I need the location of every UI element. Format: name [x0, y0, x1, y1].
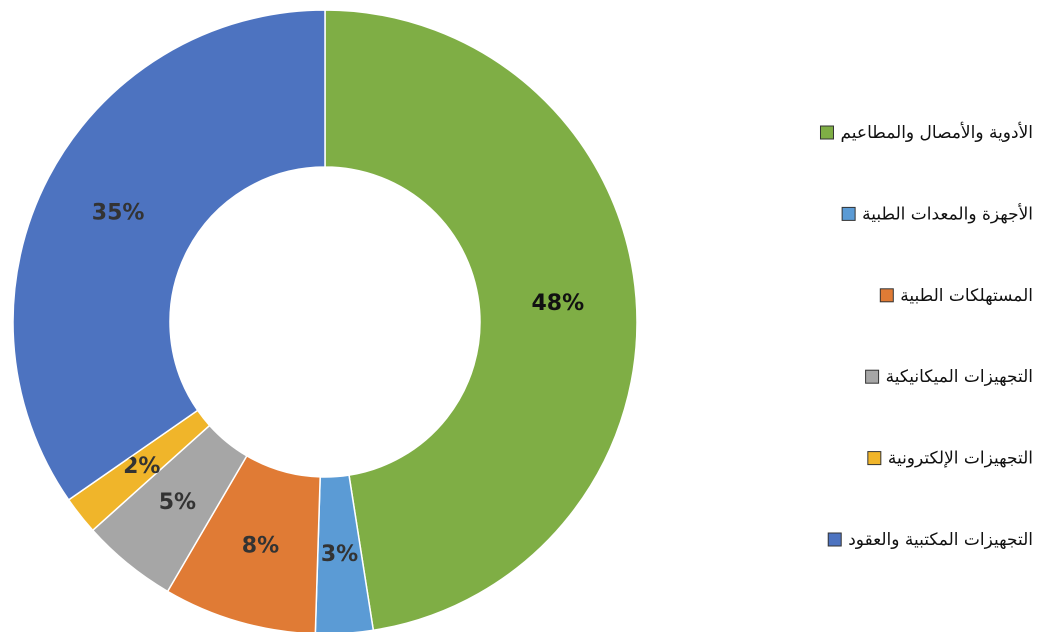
legend-swatch: [867, 451, 882, 466]
legend-label: التجهيزات الإلكترونية: [888, 449, 1033, 469]
legend-swatch: [841, 206, 856, 221]
legend-label: المستهلكات الطبية: [900, 286, 1033, 306]
value-label: 3%: [321, 542, 358, 567]
legend-swatch: [819, 125, 834, 140]
value-label: 35%: [92, 201, 145, 226]
legend-label: الأدوية والأمصال والمطاعيم: [840, 122, 1033, 143]
slice: [324, 9, 638, 632]
value-label: 8%: [242, 533, 279, 558]
legend-label: التجهيزات الميكانيكية: [886, 367, 1033, 387]
legend-swatch: [879, 288, 894, 303]
value-label: 48%: [531, 291, 584, 316]
slice: [12, 9, 326, 501]
legend-swatch: [827, 532, 842, 547]
legend-swatch: [865, 369, 880, 384]
legend-label: التجهيزات المكتبية والعقود: [848, 530, 1033, 550]
value-label: 5%: [159, 490, 196, 515]
legend-label: الأجهزة والمعدات الطبية: [862, 203, 1033, 224]
